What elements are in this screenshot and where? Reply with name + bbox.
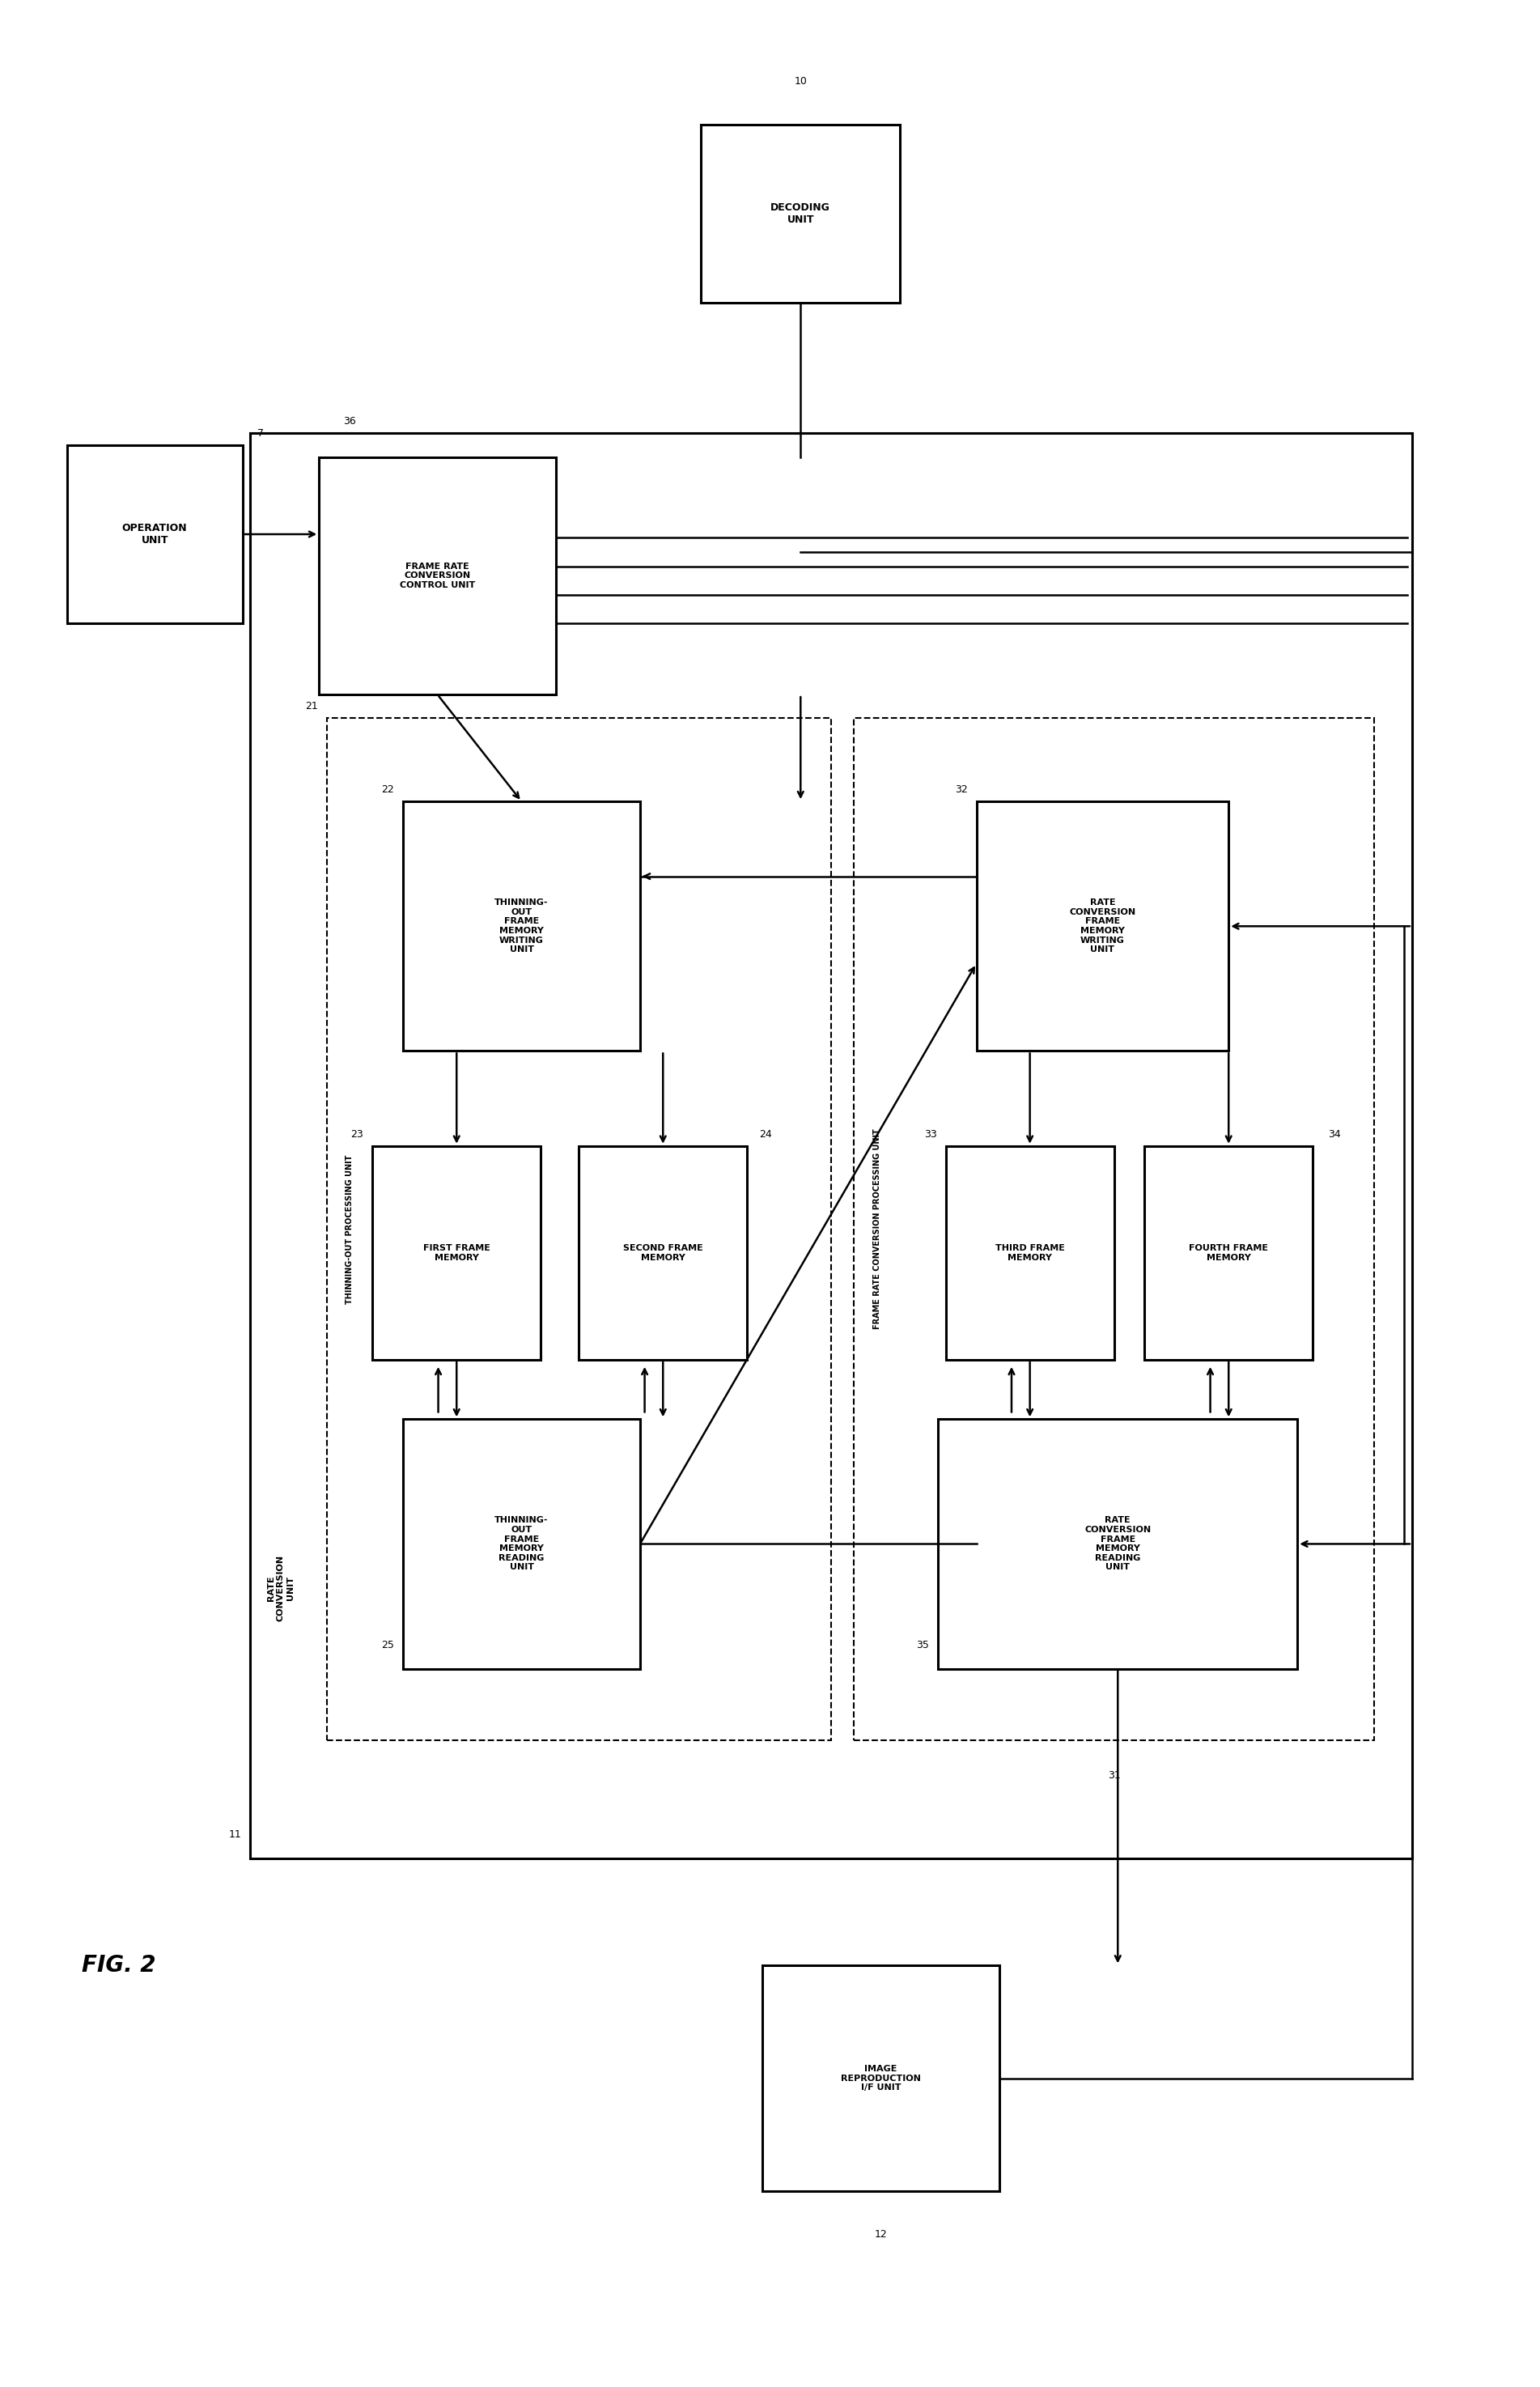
Bar (701, 124, 899, 303)
Bar (66, 444, 243, 623)
Text: OPERATION
UNIT: OPERATION UNIT (122, 523, 188, 547)
Text: FIRST FRAME
MEMORY: FIRST FRAME MEMORY (424, 1244, 490, 1263)
Text: SECOND FRAME
MEMORY: SECOND FRAME MEMORY (624, 1244, 702, 1263)
Bar (976, 802, 1229, 1050)
Bar (946, 1146, 1113, 1361)
Bar (319, 456, 556, 695)
Text: IMAGE
REPRODUCTION
I/F UNIT: IMAGE REPRODUCTION I/F UNIT (841, 2065, 921, 2091)
Text: 34: 34 (1327, 1129, 1340, 1139)
Text: 10: 10 (795, 76, 807, 86)
Text: 32: 32 (955, 785, 967, 795)
Bar (855, 718, 1374, 1740)
Text: 35: 35 (916, 1640, 929, 1649)
Text: FRAME RATE
CONVERSION
CONTROL UNIT: FRAME RATE CONVERSION CONTROL UNIT (400, 563, 476, 590)
Text: RATE
CONVERSION
FRAME
MEMORY
READING
UNIT: RATE CONVERSION FRAME MEMORY READING UNI… (1084, 1516, 1150, 1571)
Text: THIRD FRAME
MEMORY: THIRD FRAME MEMORY (995, 1244, 1064, 1263)
Text: 36: 36 (343, 415, 356, 427)
Text: 12: 12 (875, 2229, 887, 2239)
Text: DECODING
UNIT: DECODING UNIT (770, 203, 830, 224)
Text: 22: 22 (382, 785, 394, 795)
Bar (403, 802, 641, 1050)
Bar (938, 1420, 1297, 1669)
Text: 23: 23 (351, 1129, 363, 1139)
Text: THINNING-
OUT
FRAME
MEMORY
READING
UNIT: THINNING- OUT FRAME MEMORY READING UNIT (494, 1516, 548, 1571)
Bar (579, 1146, 747, 1361)
Text: FIG. 2: FIG. 2 (82, 1955, 156, 1976)
Bar (762, 1965, 999, 2191)
Bar (403, 1420, 641, 1669)
Text: FOURTH FRAME
MEMORY: FOURTH FRAME MEMORY (1189, 1244, 1269, 1263)
Text: 21: 21 (305, 702, 317, 711)
Text: 7: 7 (257, 427, 265, 439)
Bar (326, 718, 832, 1740)
Text: 33: 33 (924, 1129, 936, 1139)
Text: FRAME RATE CONVERSION PROCESSING UNIT: FRAME RATE CONVERSION PROCESSING UNIT (873, 1129, 881, 1330)
Text: THINNING-OUT PROCESSING UNIT: THINNING-OUT PROCESSING UNIT (345, 1155, 354, 1303)
Bar (1144, 1146, 1312, 1361)
Text: 25: 25 (382, 1640, 394, 1649)
Text: 11: 11 (228, 1831, 242, 1840)
Bar (249, 434, 1412, 1859)
Text: RATE
CONVERSION
UNIT: RATE CONVERSION UNIT (268, 1554, 294, 1621)
Text: 31: 31 (1107, 1771, 1120, 1781)
Bar (373, 1146, 541, 1361)
Text: THINNING-
OUT
FRAME
MEMORY
WRITING
UNIT: THINNING- OUT FRAME MEMORY WRITING UNIT (494, 900, 548, 955)
Text: 24: 24 (759, 1129, 772, 1139)
Text: RATE
CONVERSION
FRAME
MEMORY
WRITING
UNIT: RATE CONVERSION FRAME MEMORY WRITING UNI… (1069, 900, 1135, 955)
